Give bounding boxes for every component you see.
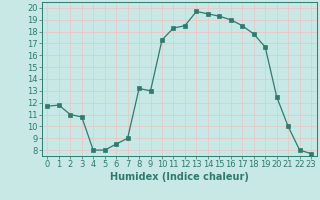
X-axis label: Humidex (Indice chaleur): Humidex (Indice chaleur) — [110, 172, 249, 182]
